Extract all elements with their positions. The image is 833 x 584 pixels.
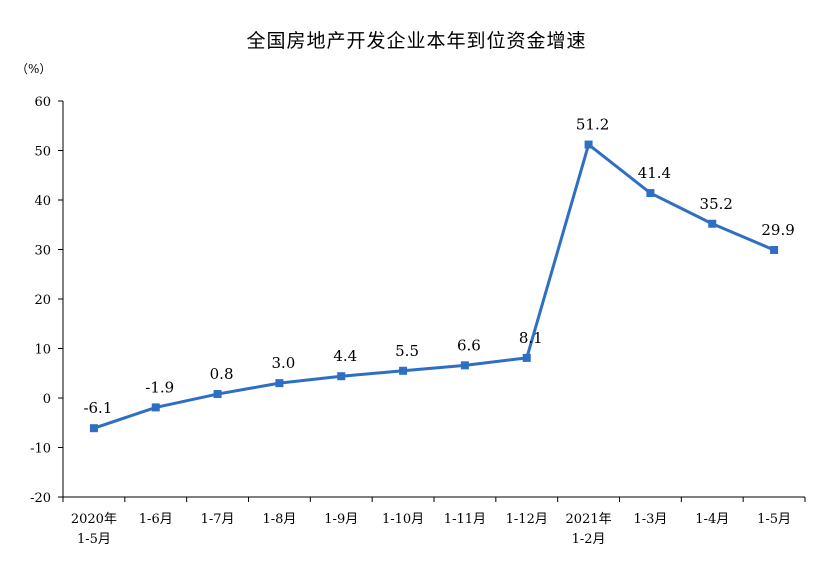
data-label: 6.6 <box>457 336 481 354</box>
x-tick-label: 1-4月 <box>695 512 729 527</box>
data-label: 8.1 <box>519 329 543 347</box>
data-label: -1.9 <box>145 378 174 396</box>
data-label: 51.2 <box>576 116 609 134</box>
data-label: -6.1 <box>83 399 112 417</box>
x-tick-label: 1-12月 <box>506 512 548 527</box>
axes: -20 -10 0 10 20 30 40 50 60 2020年 1-5月 1-6月 1-7月 1-8月… <box>30 95 806 547</box>
data-point <box>584 140 593 149</box>
data-label: 4.4 <box>333 347 357 365</box>
series-layer <box>89 140 779 433</box>
y-tick-label: 50 <box>34 145 51 160</box>
x-tick-label: 2021年 <box>566 512 612 527</box>
data-labels: -6.1 -1.9 0.8 3.0 4.4 5.5 6.6 8.1 51.2 41.4 35.2 29… <box>83 116 794 418</box>
x-tick-label: 1-6月 <box>139 512 173 527</box>
data-point <box>89 424 98 433</box>
chart-title: 全国房地产开发企业本年到位资金增速 <box>246 30 587 52</box>
data-label: 3.0 <box>271 354 295 372</box>
data-point <box>275 379 284 388</box>
data-point <box>708 219 717 228</box>
series-line <box>93 143 775 430</box>
x-tick-label: 1-3月 <box>633 512 667 527</box>
data-label: 5.5 <box>395 342 419 360</box>
y-axis-unit: （%） <box>16 62 52 76</box>
data-point <box>522 353 531 362</box>
y-tick-label: 20 <box>34 293 51 308</box>
data-label: 41.4 <box>638 164 671 182</box>
y-tick-label: 40 <box>34 194 51 209</box>
y-tick-label: -10 <box>30 442 51 457</box>
data-point <box>399 366 408 375</box>
x-tick-label: 1-2月 <box>572 532 606 547</box>
y-tick-label: 30 <box>34 244 51 259</box>
x-tick-label: 1-11月 <box>444 512 486 527</box>
x-tick-label: 1-9月 <box>324 512 358 527</box>
data-point <box>337 372 346 381</box>
data-point <box>213 390 222 399</box>
data-label: 0.8 <box>210 365 234 383</box>
data-point <box>770 245 779 254</box>
x-tick-label: 1-8月 <box>262 512 296 527</box>
data-point <box>151 403 160 412</box>
data-point <box>460 361 469 370</box>
x-tick-label: 2020年 <box>71 512 117 527</box>
y-tick-label: -20 <box>30 491 51 506</box>
y-tick-label: 0 <box>43 392 51 407</box>
x-tick-label: 1-5月 <box>77 532 111 547</box>
x-tick-label: 1-7月 <box>201 512 235 527</box>
y-tick-label: 10 <box>34 343 51 358</box>
data-point <box>646 189 655 198</box>
data-label: 35.2 <box>700 195 733 213</box>
data-label: 29.9 <box>761 221 794 239</box>
y-tick-label: 60 <box>34 95 51 110</box>
x-tick-label: 1-10月 <box>382 512 424 527</box>
x-tick-label: 1-5月 <box>757 512 791 527</box>
